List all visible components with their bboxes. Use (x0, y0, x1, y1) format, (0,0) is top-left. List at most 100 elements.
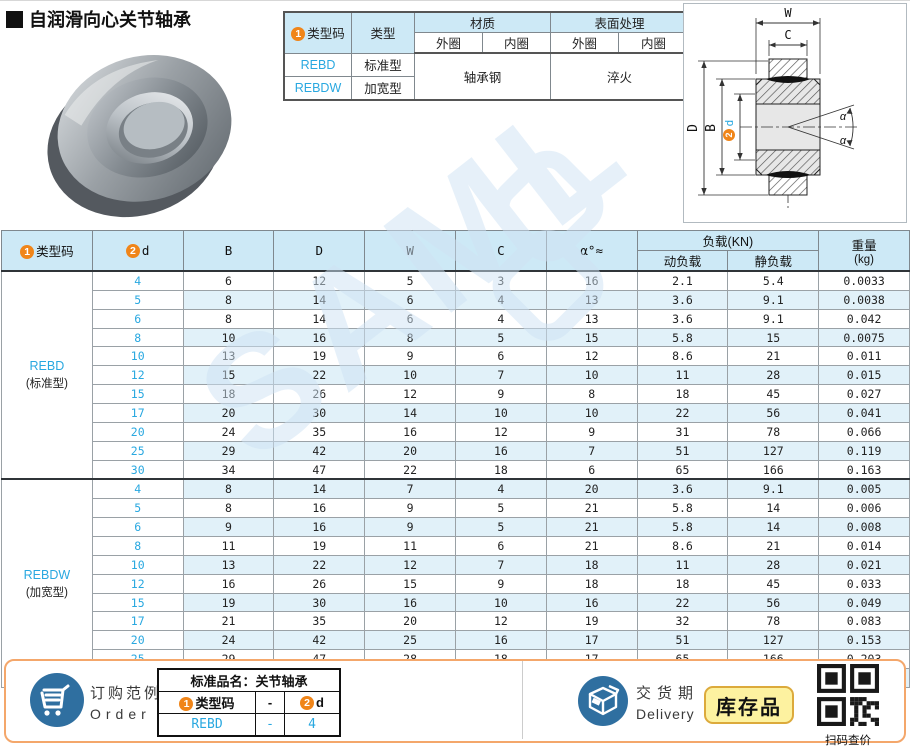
spec-row: 20 24 42 25 16 17 51 127 0.153 (2, 630, 910, 651)
spec-value-cell: 32 (636, 611, 729, 632)
spec-value-cell: 4 (454, 478, 547, 500)
spec-row: 5 8 14 6 4 13 3.6 9.1 0.0038 (2, 289, 910, 310)
dim-c-label: C (784, 28, 791, 42)
spec-row: 10 13 19 9 6 12 8.6 21 0.011 (2, 346, 910, 367)
spec-value-cell: 9.1 (727, 478, 820, 500)
spec-value-cell: 21 (545, 536, 638, 556)
spec-value-cell: 6 (182, 270, 275, 291)
spec-value-cell: 45 (727, 573, 820, 594)
spec-row: 12 16 26 15 9 18 18 45 0.033 (2, 573, 910, 594)
spec-value-cell: 0.021 (818, 554, 910, 575)
spec-value-cell: 20 (545, 478, 638, 500)
spec-row: 6 8 14 6 4 13 3.6 9.1 0.042 (2, 308, 910, 329)
delivery-title-en: Delivery (636, 706, 695, 722)
title-square-icon (6, 10, 23, 28)
spec-value-cell: 20 (364, 611, 456, 632)
dim-b-label: B (704, 124, 719, 132)
spec-value-cell: 7 (545, 440, 638, 461)
spec-value-cell: 5.8 (636, 327, 729, 348)
spec-value-cell: 0.033 (818, 573, 910, 594)
spec-value-cell: 3.6 (636, 289, 729, 310)
spec-value-cell: 26 (273, 384, 366, 405)
spec-row: REBDW (加宽型) 4 8 14 7 4 20 3.6 9.1 0.005 (1, 478, 910, 688)
dim-w-label: W (784, 6, 792, 20)
spec-value-cell: 7 (454, 365, 547, 386)
order-title-en: Order (90, 706, 151, 722)
spec-value-cell: 21 (545, 498, 638, 519)
spec-value-cell: 14 (273, 478, 366, 500)
spec-value-cell: 166 (727, 459, 820, 480)
d-value-cell: 25 (91, 440, 184, 461)
order-col-type-code: 1 类型码 (157, 691, 256, 714)
spec-row: 30 34 47 22 18 6 65 166 0.163 (2, 459, 910, 480)
type-code-link[interactable]: REBD (283, 52, 352, 77)
info-h-material: 材质 (414, 11, 551, 33)
spec-value-cell: 9 (454, 573, 547, 594)
spec-value-cell: 56 (727, 592, 820, 613)
spec-row: 15 18 26 12 9 8 18 45 0.027 (2, 384, 910, 405)
spec-value-cell: 5.8 (636, 498, 729, 519)
spec-value-cell: 15 (364, 573, 456, 594)
spec-value-cell: 24 (182, 421, 275, 442)
spec-value-cell: 16 (454, 630, 547, 651)
info-h-type: 类型 (351, 11, 415, 54)
product-photo (47, 55, 232, 218)
d-value-cell: 12 (91, 365, 184, 386)
spec-value-cell: 16 (454, 440, 547, 461)
d-value-cell: 30 (91, 459, 184, 480)
spec-value-cell: 26 (273, 573, 366, 594)
spec-value-cell: 9 (545, 421, 638, 442)
spec-h-type-code: 1 类型码 (1, 230, 93, 272)
spec-value-cell: 0.014 (818, 536, 910, 556)
spec-value-cell: 8 (364, 327, 456, 348)
spec-value-cell: 35 (273, 421, 366, 442)
svg-text:d: d (723, 120, 736, 127)
dim-d-outer-label: D (686, 124, 701, 132)
spec-value-cell: 35 (273, 611, 366, 632)
spec-value-cell: 16 (545, 592, 638, 613)
spec-value-cell: 127 (727, 630, 820, 651)
spec-value-cell: 21 (182, 611, 275, 632)
spec-row: 8 11 19 11 6 21 8.6 21 0.014 (2, 536, 910, 556)
d-value-cell: 20 (91, 630, 184, 651)
spec-value-cell: 9.1 (727, 308, 820, 329)
spec-row: 20 24 35 16 12 9 31 78 0.066 (2, 421, 910, 442)
d-value-cell: 17 (91, 403, 184, 423)
spec-value-cell: 8.6 (636, 536, 729, 556)
spec-value-cell: 56 (727, 403, 820, 423)
spec-value-cell: 0.041 (818, 403, 910, 423)
spec-value-cell: 19 (273, 536, 366, 556)
spec-value-cell: 12 (454, 421, 547, 442)
spec-value-cell: 14 (364, 403, 456, 423)
type-code-group-cell: REBD (标准型) (1, 270, 93, 480)
d-value-cell: 10 (91, 346, 184, 367)
spec-value-cell: 11 (364, 536, 456, 556)
spec-h-dia: D (273, 230, 366, 272)
spec-value-cell: 5 (364, 270, 456, 291)
spec-value-cell: 3.6 (636, 478, 729, 500)
spec-value-cell: 12 (364, 554, 456, 575)
spec-value-cell: 14 (273, 308, 366, 329)
page-title-text: 自润滑向心关节轴承 (29, 10, 191, 30)
footer-divider (522, 661, 523, 739)
info-h-outer-ring2: 外圈 (550, 32, 619, 54)
spec-value-cell: 0.153 (818, 630, 910, 651)
spec-h-w: W (364, 230, 456, 272)
spec-value-cell: 0.011 (818, 346, 910, 367)
spec-value-cell: 20 (182, 403, 275, 423)
spec-value-cell: 5 (454, 517, 547, 538)
spec-value-cell: 8.6 (636, 346, 729, 367)
spec-row: 10 13 22 12 7 18 11 28 0.021 (2, 554, 910, 575)
spec-h-dynamic-load: 动负载 (636, 250, 729, 272)
d-value-cell: 17 (91, 611, 184, 632)
info-h-type-code: 1 类型码 (283, 11, 352, 54)
spec-value-cell: 18 (182, 384, 275, 405)
svg-text:2: 2 (724, 132, 734, 137)
spec-value-cell: 0.027 (818, 384, 910, 405)
type-code-link[interactable]: REBDW (283, 75, 352, 100)
spec-row: 17 20 30 14 10 10 22 56 0.041 (2, 403, 910, 423)
spec-value-cell: 21 (545, 517, 638, 538)
d-value-cell: 5 (91, 289, 184, 310)
